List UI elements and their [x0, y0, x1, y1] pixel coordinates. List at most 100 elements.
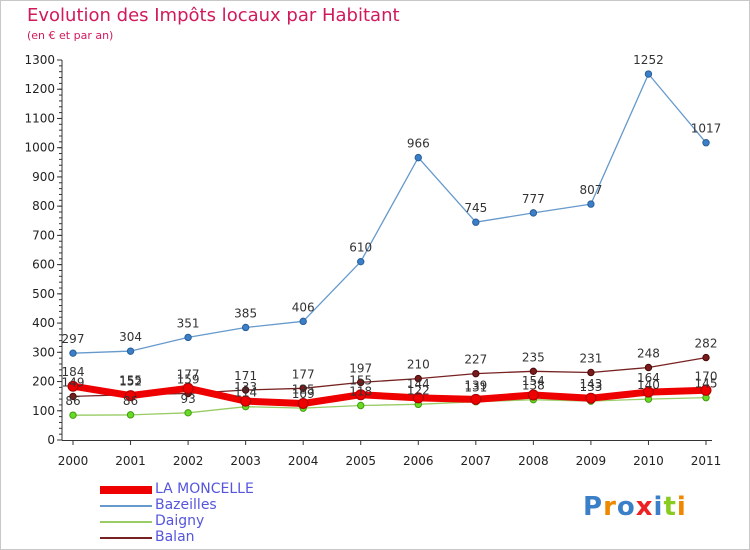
legend-label-la-moncelle: LA MONCELLE — [155, 481, 254, 497]
x-tick-label: 2004 — [288, 454, 319, 468]
legend-swatch-la-moncelle — [100, 486, 152, 494]
data-point-bazeilles — [702, 139, 710, 147]
data-label-la-moncelle: 184 — [62, 365, 85, 379]
data-label-daigny: 118 — [349, 385, 372, 399]
data-point-daigny — [357, 401, 365, 410]
data-point-la-moncelle — [240, 395, 252, 407]
data-label-la-moncelle: 152 — [119, 375, 142, 389]
data-label-daigny: 86 — [65, 394, 80, 408]
data-point-bazeilles — [644, 70, 653, 78]
x-tick-label: 2002 — [173, 454, 204, 468]
data-point-bazeilles — [69, 349, 77, 357]
x-tick-label: 2011 — [691, 454, 722, 468]
logo-letter: o — [616, 492, 636, 522]
legend-swatch-bazeilles — [100, 505, 152, 507]
data-point-bazeilles — [184, 333, 192, 342]
data-label-bazeilles: 610 — [349, 241, 372, 255]
logo-letter: x — [635, 492, 654, 522]
data-point-balan — [69, 392, 77, 401]
data-point-la-moncelle — [297, 397, 309, 409]
data-point-bazeilles — [299, 317, 307, 326]
data-point-balan — [587, 368, 595, 377]
chart-subtitle: (en € et par an) — [27, 29, 114, 42]
x-tick-label: 2005 — [345, 454, 376, 468]
y-tick-label: 700 — [32, 228, 55, 242]
data-label-la-moncelle: 125 — [292, 382, 315, 396]
x-tick-label: 2006 — [403, 454, 434, 468]
y-tick-label: 500 — [32, 287, 55, 301]
y-tick-label: 900 — [32, 170, 55, 184]
x-tick-label: 2000 — [58, 454, 89, 468]
x-tick-label: 2003 — [230, 454, 261, 468]
data-label-daigny: 131 — [464, 381, 487, 395]
y-tick-label: 400 — [32, 316, 55, 330]
data-label-daigny: 86 — [123, 394, 138, 408]
data-label-la-moncelle: 155 — [349, 374, 372, 388]
data-label-bazeilles: 1252 — [633, 53, 664, 67]
logo-letter: r — [603, 492, 617, 522]
y-tick-label: 1100 — [24, 111, 55, 125]
data-label-balan: 282 — [695, 337, 718, 351]
y-tick-label: 1000 — [24, 141, 55, 155]
data-label-daigny: 140 — [637, 378, 660, 392]
data-label-daigny: 138 — [522, 379, 545, 393]
data-label-balan: 177 — [292, 367, 315, 381]
chart-title: Evolution des Impôts locaux par Habitant — [27, 5, 400, 26]
data-label-la-moncelle: 144 — [407, 377, 430, 391]
data-label-daigny: 114 — [234, 386, 257, 400]
data-label-la-moncelle: 177 — [177, 367, 200, 381]
data-point-la-moncelle — [125, 390, 137, 402]
data-point-la-moncelle — [182, 382, 194, 394]
series-line-daigny — [72, 396, 707, 416]
data-label-balan: 159 — [177, 373, 200, 387]
data-label-bazeilles: 351 — [177, 316, 200, 330]
data-label-balan: 235 — [522, 350, 545, 364]
data-point-bazeilles — [529, 209, 538, 217]
y-tick-label: 600 — [32, 258, 55, 272]
data-point-la-moncelle — [700, 384, 712, 396]
x-tick-label: 2009 — [576, 454, 607, 468]
data-label-la-moncelle: 164 — [637, 371, 660, 385]
data-point-balan — [357, 378, 365, 387]
data-point-balan — [529, 367, 538, 376]
data-point-balan — [644, 363, 653, 372]
data-point-balan — [241, 386, 250, 394]
data-label-balan: 231 — [579, 351, 602, 365]
data-label-balan: 155 — [119, 374, 142, 388]
data-label-balan: 210 — [407, 358, 430, 372]
data-label-bazeilles: 777 — [522, 192, 545, 206]
data-point-bazeilles — [587, 200, 595, 208]
data-point-la-moncelle — [585, 392, 597, 404]
data-point-daigny — [184, 409, 192, 417]
x-tick-label: 2007 — [461, 454, 492, 468]
data-label-la-moncelle: 139 — [464, 378, 487, 392]
data-label-bazeilles: 745 — [464, 201, 487, 215]
y-tick-label: 100 — [32, 404, 55, 418]
data-point-la-moncelle — [412, 392, 424, 404]
data-label-daigny: 93 — [180, 392, 195, 406]
series-line-la-moncelle — [69, 382, 710, 407]
y-tick-label: 1200 — [24, 82, 55, 96]
series-line-bazeilles — [72, 73, 707, 354]
data-point-bazeilles — [126, 347, 135, 355]
data-label-bazeilles: 966 — [407, 137, 430, 151]
y-tick-label: 300 — [32, 345, 55, 359]
data-label-balan: 197 — [349, 361, 372, 375]
y-tick-label: 0 — [47, 433, 55, 447]
data-point-bazeilles — [414, 153, 422, 162]
data-point-la-moncelle — [470, 393, 482, 405]
x-tick-label: 2010 — [633, 454, 664, 468]
y-tick-label: 1300 — [24, 53, 55, 67]
x-tick-label: 2001 — [115, 454, 146, 468]
logo-letter: t — [663, 492, 677, 522]
data-point-balan — [472, 369, 480, 378]
legend-swatch-balan — [100, 537, 152, 539]
y-tick-label: 800 — [32, 199, 55, 213]
legend-label-balan: Balan — [155, 529, 195, 545]
data-label-bazeilles: 385 — [234, 306, 257, 320]
data-label-bazeilles: 1017 — [691, 122, 722, 136]
logo-letter: i — [653, 492, 664, 522]
data-label-la-moncelle: 143 — [579, 377, 602, 391]
legend-label-bazeilles: Bazeilles — [155, 497, 217, 513]
